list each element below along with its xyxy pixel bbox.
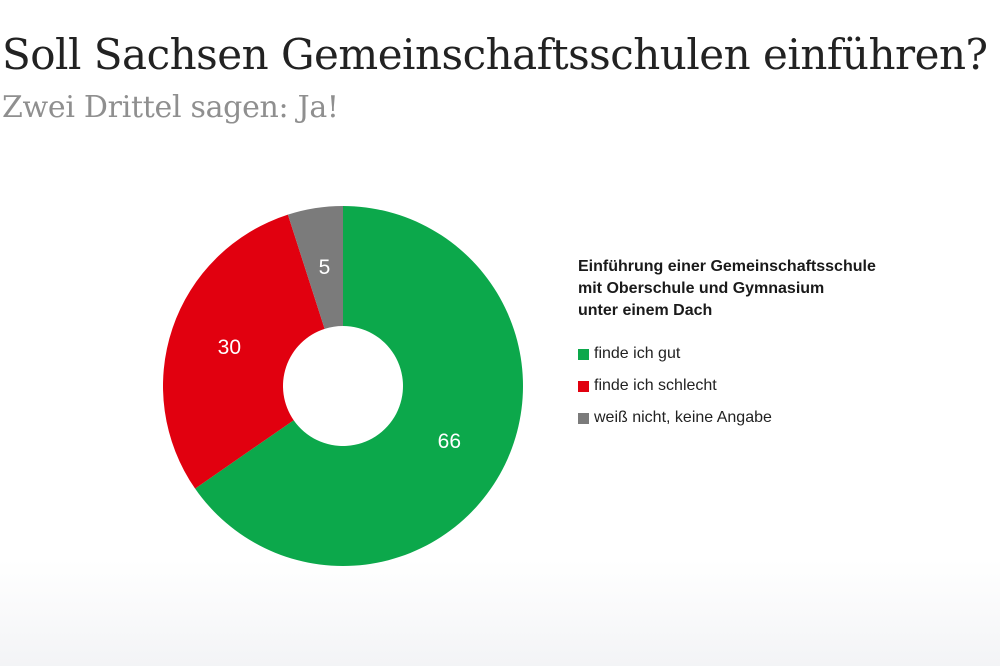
legend-label-weiss-nicht: weiß nicht, keine Angabe xyxy=(594,409,772,426)
donut-slice-weiss-nicht xyxy=(287,206,343,329)
legend: Einführung einer Gemeinschaftsschule mit… xyxy=(578,256,988,439)
donut-slice-schlecht xyxy=(162,214,325,489)
slice-label-weiss-nicht: 5 xyxy=(319,256,331,279)
legend-title: Einführung einer Gemeinschaftsschule mit… xyxy=(578,256,988,322)
chart-title: Soll Sachsen Gemeinschaftsschulen einfüh… xyxy=(2,30,988,79)
legend-title-line-1: Einführung einer Gemeinschaftsschule xyxy=(578,258,876,275)
legend-item-schlecht: finde ich schlecht xyxy=(578,375,988,397)
legend-label-gut: finde ich gut xyxy=(594,345,681,362)
legend-label-schlecht: finde ich schlecht xyxy=(594,377,717,394)
legend-title-line-2: mit Oberschule und Gymnasium xyxy=(578,280,825,297)
legend-item-weiss-nicht: weiß nicht, keine Angabe xyxy=(578,407,988,429)
legend-swatch-weiss-nicht xyxy=(578,412,589,424)
chart-subtitle: Zwei Drittel sagen: Ja! xyxy=(2,90,339,125)
slice-label-schlecht: 30 xyxy=(218,336,241,359)
legend-swatch-schlecht xyxy=(578,380,589,392)
legend-swatch-gut xyxy=(578,348,589,360)
legend-item-gut: finde ich gut xyxy=(578,343,988,365)
donut-slice-gut xyxy=(195,206,523,566)
legend-title-line-3: unter einem Dach xyxy=(578,302,713,319)
slice-label-gut: 66 xyxy=(438,430,461,453)
